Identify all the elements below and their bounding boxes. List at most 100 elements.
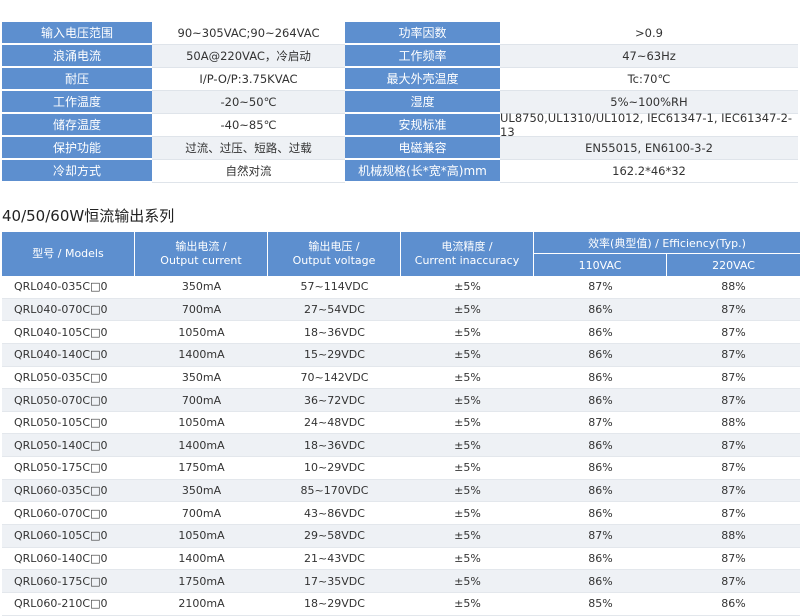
header-current-cn: 输出电流 / <box>175 240 227 253</box>
cell-current: 700mA <box>135 299 268 322</box>
spec-label: 机械规格(长*宽*高)mm <box>345 160 500 183</box>
spec-label: 湿度 <box>345 91 500 114</box>
spec-label: 保护功能 <box>2 137 152 160</box>
cell-eff-110: 86% <box>534 570 667 593</box>
cell-current: 350mA <box>135 276 268 299</box>
cell-model: QRL040-070C□0 <box>2 299 135 322</box>
cell-model: QRL060-210C□0 <box>2 593 135 616</box>
cell-eff-220: 88% <box>667 276 800 299</box>
output-table-header: 型号 / Models 输出电流 / Output current 输出电压 /… <box>2 232 800 276</box>
cell-accuracy: ±5% <box>401 344 534 367</box>
cell-current: 700mA <box>135 389 268 412</box>
cell-eff-110: 86% <box>534 457 667 480</box>
cell-eff-110: 87% <box>534 276 667 299</box>
spec-value: Tc:70℃ <box>500 68 798 91</box>
spec-value: EN55015, EN6100-3-2 <box>500 137 798 160</box>
cell-model: QRL050-175C□0 <box>2 457 135 480</box>
cell-voltage: 29~58VDC <box>268 525 401 548</box>
cell-eff-220: 87% <box>667 434 800 458</box>
cell-voltage: 18~36VDC <box>268 434 401 458</box>
header-model: 型号 / Models <box>2 232 135 276</box>
cell-current: 700mA <box>135 502 268 526</box>
cell-current: 2100mA <box>135 593 268 616</box>
table-row: QRL040-070C□0 700mA 27~54VDC ±5% 86% 87% <box>2 298 800 322</box>
cell-model: QRL050-140C□0 <box>2 434 135 458</box>
cell-model: QRL040-035C□0 <box>2 276 135 299</box>
cell-accuracy: ±5% <box>401 457 534 480</box>
section-title: 40/50/60W恒流输出系列 <box>2 207 175 225</box>
cell-current: 1400mA <box>135 344 268 367</box>
cell-eff-220: 87% <box>667 321 800 344</box>
cell-accuracy: ±5% <box>401 502 534 526</box>
cell-voltage: 70~142VDC <box>268 367 401 390</box>
table-row: QRL050-070C□0 700mA 36~72VDC ±5% 86% 87% <box>2 389 800 412</box>
cell-eff-110: 86% <box>534 367 667 390</box>
cell-voltage: 10~29VDC <box>268 457 401 480</box>
cell-accuracy: ±5% <box>401 321 534 344</box>
cell-current: 1050mA <box>135 321 268 344</box>
table-row: QRL050-035C□0 350mA 70~142VDC ±5% 86% 87% <box>2 366 800 390</box>
cell-voltage: 18~29VDC <box>268 593 401 616</box>
spec-label: 工作温度 <box>2 91 152 114</box>
cell-eff-220: 87% <box>667 457 800 480</box>
header-model-label: 型号 / Models <box>32 247 104 260</box>
spec-row: 耐压 I/P-O/P:3.75KVAC 最大外壳温度 Tc:70℃ <box>2 68 800 91</box>
cell-accuracy: ±5% <box>401 276 534 299</box>
table-row: QRL050-140C□0 1400mA 18~36VDC ±5% 86% 87% <box>2 434 800 458</box>
spec-value: I/P-O/P:3.75KVAC <box>152 68 345 91</box>
spec-label: 安规标准 <box>345 114 500 137</box>
cell-current: 1750mA <box>135 457 268 480</box>
spec-label: 功率因数 <box>345 22 500 45</box>
cell-voltage: 15~29VDC <box>268 344 401 367</box>
cell-eff-110: 85% <box>534 593 667 616</box>
table-row: QRL060-140C□0 1400mA 21~43VDC ±5% 86% 87% <box>2 547 800 571</box>
cell-model: QRL060-140C□0 <box>2 548 135 571</box>
cell-current: 1050mA <box>135 412 268 435</box>
table-row: QRL060-035C□0 350mA 85~170VDC ±5% 86% 87% <box>2 479 800 503</box>
cell-current: 1750mA <box>135 570 268 593</box>
cell-eff-220: 87% <box>667 299 800 322</box>
spec-value: -20~50℃ <box>152 91 345 114</box>
cell-voltage: 85~170VDC <box>268 480 401 503</box>
cell-eff-110: 87% <box>534 525 667 548</box>
output-table-body: QRL040-035C□0 350mA 57~114VDC ±5% 87% 88% QRL0… <box>2 276 800 616</box>
header-current-en: Output current <box>160 254 242 267</box>
header-voltage-cn: 输出电压 / <box>308 240 360 253</box>
header-eff-110: 110VAC <box>534 254 667 276</box>
spec-row: 冷却方式 自然对流 机械规格(长*宽*高)mm 162.2*46*32 <box>2 160 800 183</box>
cell-eff-220: 88% <box>667 412 800 435</box>
cell-accuracy: ±5% <box>401 367 534 390</box>
cell-eff-220: 87% <box>667 480 800 503</box>
spec-label: 储存温度 <box>2 114 152 137</box>
spec-value: 162.2*46*32 <box>500 160 798 183</box>
cell-voltage: 24~48VDC <box>268 412 401 435</box>
header-accuracy-cn: 电流精度 / <box>441 240 493 253</box>
cell-eff-110: 87% <box>534 412 667 435</box>
spec-row: 储存温度 -40~85℃ 安规标准 UL8750,UL1310/UL1012, IEC… <box>2 111 800 139</box>
cell-eff-110: 86% <box>534 434 667 458</box>
cell-eff-110: 86% <box>534 299 667 322</box>
header-efficiency: 效率(典型值) / Efficiency(Typ.) <box>534 232 800 254</box>
spec-value: >0.9 <box>500 22 798 45</box>
spec-value: 5%~100%RH <box>500 91 798 114</box>
table-row: QRL050-105C□0 1050mA 24~48VDC ±5% 87% 88% <box>2 411 800 435</box>
cell-voltage: 43~86VDC <box>268 502 401 526</box>
cell-accuracy: ±5% <box>401 412 534 435</box>
cell-eff-220: 87% <box>667 548 800 571</box>
cell-accuracy: ±5% <box>401 593 534 616</box>
cell-model: QRL050-070C□0 <box>2 389 135 412</box>
cell-current: 350mA <box>135 480 268 503</box>
spec-label: 最大外壳温度 <box>345 68 500 91</box>
cell-eff-110: 86% <box>534 480 667 503</box>
table-row: QRL040-105C□0 1050mA 18~36VDC ±5% 86% 87% <box>2 321 800 344</box>
cell-eff-110: 86% <box>534 344 667 367</box>
spec-label: 耐压 <box>2 68 152 91</box>
cell-current: 1050mA <box>135 525 268 548</box>
cell-voltage: 21~43VDC <box>268 548 401 571</box>
cell-eff-110: 86% <box>534 548 667 571</box>
cell-model: QRL060-035C□0 <box>2 480 135 503</box>
cell-model: QRL060-105C□0 <box>2 525 135 548</box>
cell-current: 350mA <box>135 367 268 390</box>
spec-row: 工作温度 -20~50℃ 湿度 5%~100%RH <box>2 91 800 114</box>
cell-voltage: 36~72VDC <box>268 389 401 412</box>
